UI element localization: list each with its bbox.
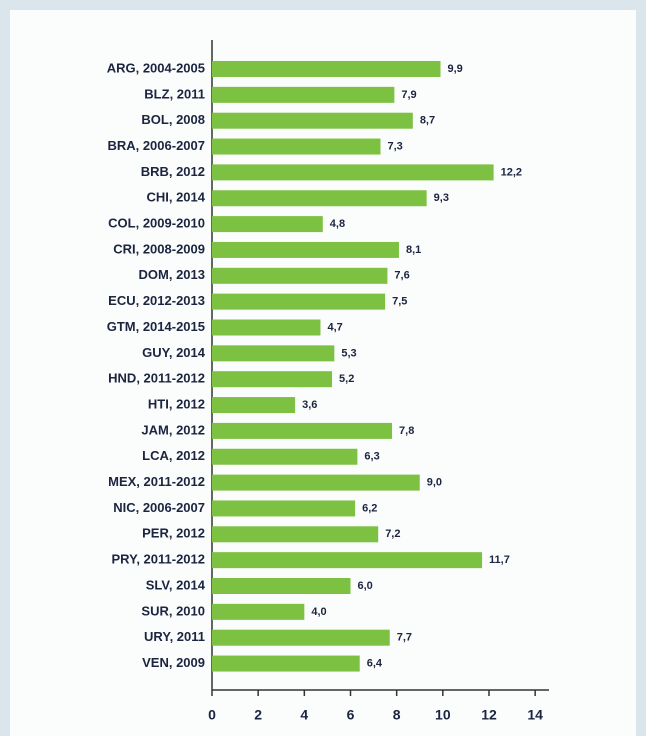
bar	[212, 190, 427, 207]
bar	[212, 319, 321, 336]
value-label: 7,6	[394, 270, 409, 282]
value-label: 6,0	[357, 580, 372, 592]
bar	[212, 474, 420, 491]
bar	[212, 629, 390, 646]
value-label: 6,2	[362, 502, 377, 514]
bar	[212, 216, 323, 233]
y-tick-label: NIC, 2006-2007	[113, 500, 205, 515]
y-tick-label: BOL, 2008	[141, 112, 205, 127]
x-tick-label: 8	[393, 707, 401, 723]
y-tick-label: HTI, 2012	[148, 396, 205, 411]
value-label: 5,2	[339, 373, 354, 385]
value-label: 7,2	[385, 528, 400, 540]
y-tick-label: SUR, 2010	[141, 603, 205, 618]
y-tick-label: URY, 2011	[144, 629, 205, 644]
bar	[212, 86, 395, 103]
bar	[212, 293, 386, 310]
bar	[212, 526, 379, 543]
x-tick-label: 2	[254, 707, 262, 723]
y-tick-label: GTM, 2014-2015	[107, 319, 205, 334]
bar	[212, 138, 381, 155]
value-label: 11,7	[489, 554, 510, 566]
value-label: 9,0	[427, 477, 442, 489]
y-tick-label: LCA, 2012	[142, 448, 205, 463]
bar	[212, 578, 351, 594]
value-label: 9,3	[434, 192, 449, 204]
y-tick-label: BRA, 2006-2007	[107, 138, 205, 153]
value-label: 3,6	[302, 399, 317, 411]
x-tick-label: 0	[208, 707, 216, 723]
value-label: 5,3	[341, 347, 356, 359]
y-tick-label: JAM, 2012	[141, 422, 205, 437]
value-label: 4,0	[311, 606, 326, 618]
bar	[212, 655, 360, 672]
value-label: 7,8	[399, 425, 414, 437]
bar	[212, 61, 441, 77]
y-tick-label: CRI, 2008-2009	[113, 241, 205, 256]
y-tick-label: DOM, 2013	[139, 267, 205, 282]
y-tick-label: GUY, 2014	[142, 345, 206, 360]
value-label: 7,5	[392, 296, 407, 308]
y-tick-label: VEN, 2009	[142, 655, 205, 670]
x-tick-label: 4	[300, 707, 308, 723]
y-tick-label: SLV, 2014	[146, 577, 206, 592]
value-label: 4,8	[330, 218, 345, 230]
value-label: 6,3	[364, 451, 379, 463]
bar	[212, 448, 358, 465]
y-tick-label: HND, 2011-2012	[108, 371, 205, 386]
x-tick-label: 10	[435, 707, 451, 723]
value-label: 7,3	[388, 140, 403, 152]
bar	[212, 371, 333, 388]
bar	[212, 500, 356, 517]
bar	[212, 345, 335, 362]
y-tick-label: ECU, 2012-2013	[108, 293, 205, 308]
y-tick-label: BRB, 2012	[141, 164, 205, 179]
value-label: 6,4	[367, 657, 383, 669]
y-tick-label: MEX, 2011-2012	[108, 474, 205, 489]
x-tick-label: 6	[347, 707, 355, 723]
y-tick-label: PER, 2012	[142, 526, 205, 541]
bar	[212, 422, 393, 439]
y-tick-label: ARG, 2004-2005	[107, 60, 205, 75]
bar	[212, 267, 388, 284]
y-tick-label: COL, 2009-2010	[108, 216, 205, 231]
x-tick-label: 12	[481, 707, 497, 723]
value-label: 12,2	[501, 166, 522, 178]
value-label: 7,7	[397, 632, 412, 644]
bar	[212, 552, 483, 569]
value-label: 4,7	[327, 321, 342, 333]
bar	[212, 241, 399, 258]
value-label: 8,7	[420, 115, 435, 127]
x-tick-label: 14	[527, 707, 543, 723]
value-label: 7,9	[401, 89, 416, 101]
value-label: 8,1	[406, 244, 421, 256]
y-tick-label: BLZ, 2011	[144, 86, 205, 101]
value-label: 9,9	[448, 63, 463, 75]
y-tick-label: PRY, 2011-2012	[112, 552, 205, 567]
bar	[212, 112, 413, 129]
bar	[212, 397, 296, 414]
y-tick-label: CHI, 2014	[146, 190, 205, 205]
bar	[212, 164, 494, 181]
bar	[212, 603, 305, 620]
